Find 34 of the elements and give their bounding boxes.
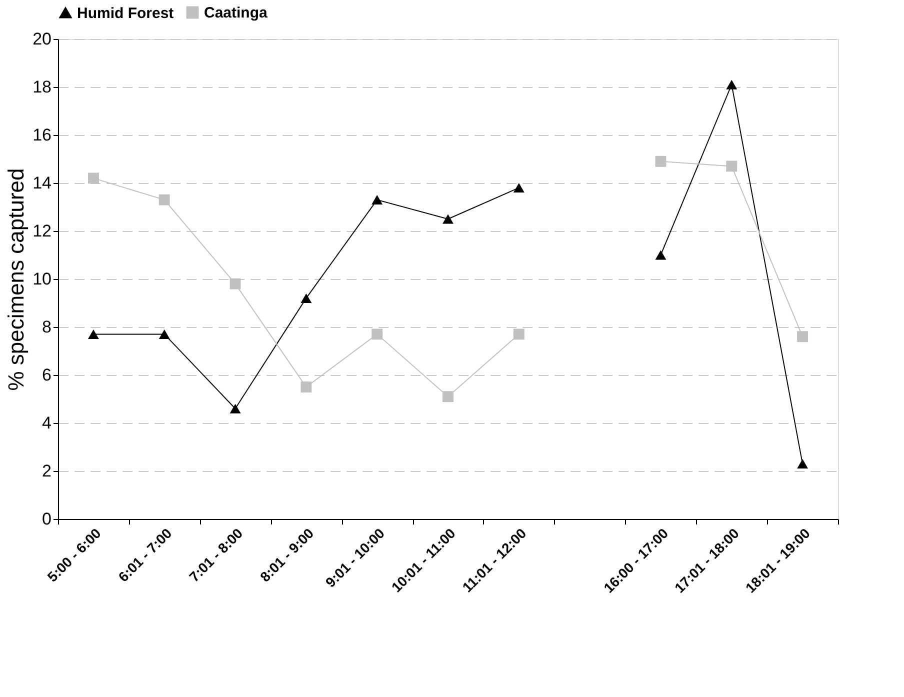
point xyxy=(88,329,99,339)
legend-label: Caatinga xyxy=(204,4,268,22)
point xyxy=(300,382,312,392)
y-tick-label: 12 xyxy=(32,222,52,240)
point xyxy=(513,183,524,193)
y-tick-label: 18 xyxy=(32,78,52,96)
y-axis-title: % specimens captured xyxy=(4,168,29,391)
point xyxy=(158,329,170,339)
point xyxy=(655,250,666,260)
point xyxy=(372,328,383,340)
point xyxy=(655,156,666,167)
y-tick-label: 2 xyxy=(42,462,52,480)
point xyxy=(88,172,99,184)
y-tick-label: 8 xyxy=(42,318,52,336)
point xyxy=(442,391,454,402)
point xyxy=(372,195,383,205)
point xyxy=(726,160,738,172)
point xyxy=(230,404,241,414)
point xyxy=(797,459,808,469)
y-tick-label: 16 xyxy=(32,126,52,144)
y-tick-label: 0 xyxy=(42,510,52,528)
y-tick-label: 10 xyxy=(32,270,52,288)
point xyxy=(158,194,170,206)
point xyxy=(726,80,738,90)
y-tick-label: 20 xyxy=(32,30,52,48)
y-tick-label: 6 xyxy=(42,366,52,384)
point xyxy=(797,331,808,342)
point xyxy=(300,293,312,303)
point xyxy=(513,328,524,340)
point xyxy=(442,214,454,224)
point xyxy=(230,278,241,290)
y-tick-label: 14 xyxy=(32,174,52,192)
y-tick-label: 4 xyxy=(42,414,52,432)
legend-label: Humid Forest xyxy=(77,4,174,22)
